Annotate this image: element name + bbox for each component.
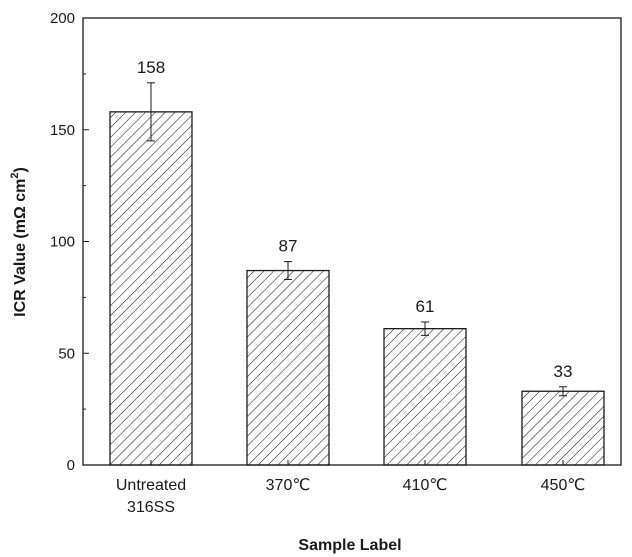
y-tick-label-4: 150 bbox=[50, 122, 75, 139]
x-tick-label-line: 450℃ bbox=[541, 477, 586, 494]
bar-3 bbox=[383, 328, 467, 466]
x-tick-label-line: 370℃ bbox=[266, 477, 311, 494]
x-axis-title: Sample Label bbox=[298, 537, 401, 554]
data-label-3: 61 bbox=[416, 297, 435, 316]
x-tick-label-1: Untreated 316SS bbox=[116, 477, 186, 516]
y-axis-ticks: 0 50 100 150 200 bbox=[50, 10, 89, 474]
x-tick-label-line: Untreated bbox=[116, 477, 186, 494]
y-axis-title-superscript: 2 bbox=[9, 173, 21, 179]
x-tick-label-4: 450℃ bbox=[541, 477, 586, 494]
x-tick-label-line: 410℃ bbox=[403, 477, 448, 494]
x-tick-label-2: 370℃ bbox=[266, 477, 311, 494]
x-tick-label-line: 316SS bbox=[127, 499, 175, 516]
y-tick-label-2: 50 bbox=[58, 345, 75, 362]
error-bars bbox=[147, 82, 567, 397]
data-label-1: 158 bbox=[137, 58, 165, 77]
x-axis-labels: Untreated 316SS 370℃ 410℃ 450℃ bbox=[116, 460, 585, 516]
y-axis-title-close: ) bbox=[12, 167, 29, 172]
y-tick-label-3: 100 bbox=[50, 234, 75, 251]
y-axis-title: ICR Value (mΩ cm2) bbox=[9, 167, 29, 317]
data-label-4: 33 bbox=[554, 362, 573, 381]
bar-1 bbox=[109, 111, 193, 466]
data-labels: 158 87 61 33 bbox=[137, 58, 573, 381]
y-tick-label-1: 0 bbox=[67, 457, 75, 474]
bar-2 bbox=[246, 269, 330, 466]
y-tick-label-5: 200 bbox=[50, 10, 75, 27]
bar-4 bbox=[521, 390, 605, 466]
data-label-2: 87 bbox=[279, 237, 298, 256]
x-tick-label-3: 410℃ bbox=[403, 477, 448, 494]
y-axis-title-main: ICR Value (mΩ cm bbox=[12, 179, 29, 317]
bars bbox=[109, 111, 605, 466]
